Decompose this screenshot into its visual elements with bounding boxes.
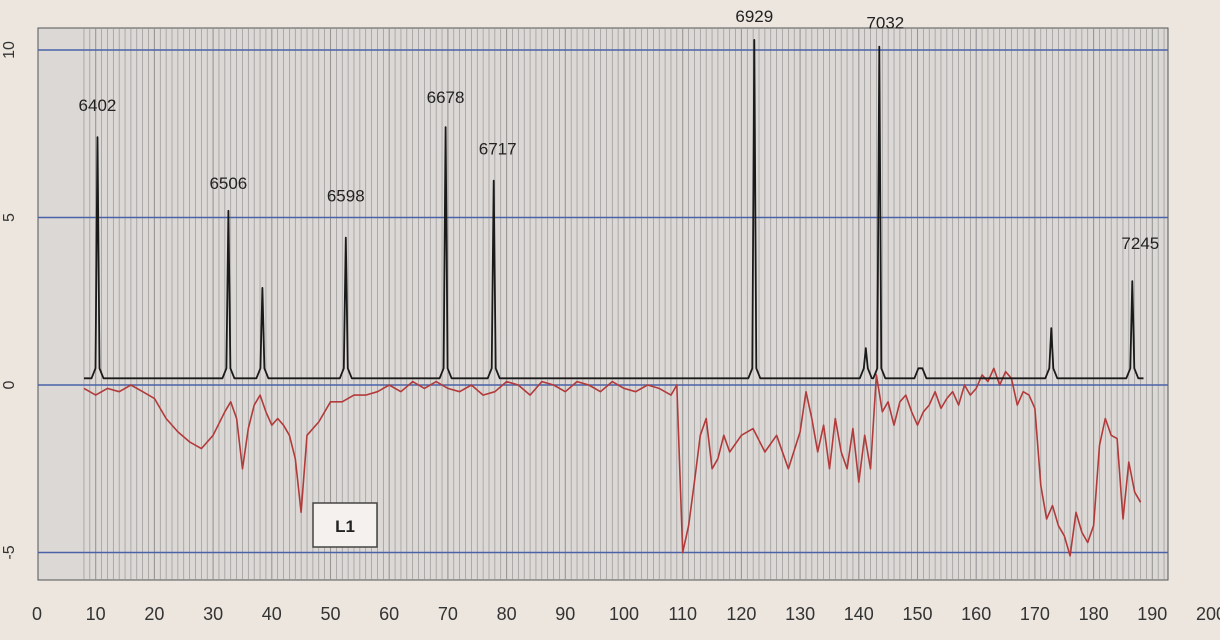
x-tick-label: 90: [555, 604, 575, 624]
x-tick-label: 20: [144, 604, 164, 624]
y-tick-label: 5: [1, 213, 18, 222]
peak-label: 7032: [866, 14, 904, 33]
x-tick-label: 50: [320, 604, 340, 624]
x-tick-labels: 0 10 20 30 40 50 60 70 80 90 100 110 120 130 140 150 160…: [32, 604, 1220, 624]
x-tick-label: 10: [86, 604, 106, 624]
peak-label: 6717: [479, 140, 517, 159]
x-tick-label: 120: [726, 604, 756, 624]
x-tick-label: 70: [438, 604, 458, 624]
box-label-text: L1: [335, 517, 355, 536]
x-tick-label: 170: [1020, 604, 1050, 624]
peak-label: 6402: [79, 96, 117, 115]
x-tick-label: 130: [785, 604, 815, 624]
x-tick-label: 190: [1137, 604, 1167, 624]
y-tick-label: -5: [1, 545, 18, 559]
peak-label: 6506: [209, 174, 247, 193]
y-tick-labels: 10 5 0 -5: [1, 41, 18, 560]
x-tick-label: 180: [1079, 604, 1109, 624]
peak-label: 7245: [1121, 234, 1159, 253]
x-tick-label: 140: [844, 604, 874, 624]
series-box-label: L1: [313, 503, 377, 547]
x-tick-label: 30: [203, 604, 223, 624]
peak-label: 6598: [327, 187, 365, 206]
peak-label: 6929: [735, 7, 773, 26]
x-tick-label: 60: [379, 604, 399, 624]
x-tick-label: 0: [32, 604, 42, 624]
x-tick-label: 80: [497, 604, 517, 624]
x-tick-label: 160: [961, 604, 991, 624]
peak-label: 6678: [427, 88, 465, 107]
y-tick-label: 10: [1, 41, 18, 59]
x-tick-label: 200: [1196, 604, 1220, 624]
x-tick-label: 100: [609, 604, 639, 624]
x-tick-label: 150: [902, 604, 932, 624]
x-tick-label: 110: [668, 604, 697, 624]
x-tick-label: 40: [262, 604, 282, 624]
y-tick-label: 0: [1, 380, 18, 389]
